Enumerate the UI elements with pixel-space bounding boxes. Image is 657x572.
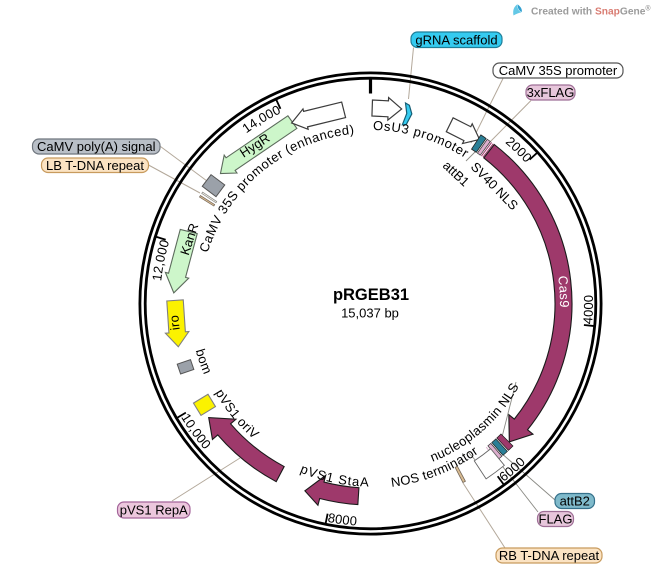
svg-text:3xFLAG: 3xFLAG <box>527 85 575 100</box>
svg-text:RB T-DNA repeat: RB T-DNA repeat <box>499 548 600 563</box>
svg-text:CaMV 35S promoter: CaMV 35S promoter <box>499 63 618 78</box>
svg-text:4000: 4000 <box>580 295 596 325</box>
svg-text:LB T-DNA repeat: LB T-DNA repeat <box>46 158 144 173</box>
svg-text:attB2: attB2 <box>560 494 590 509</box>
svg-text:gRNA scaffold: gRNA scaffold <box>415 32 497 47</box>
svg-text:8000: 8000 <box>327 510 358 529</box>
svg-text:15,037 bp: 15,037 bp <box>341 306 399 321</box>
svg-text:pVS1 RepA: pVS1 RepA <box>120 503 188 518</box>
svg-text:Created with SnapGene®: Created with SnapGene® <box>531 5 651 18</box>
svg-text:FLAG: FLAG <box>539 512 573 527</box>
svg-text:CaMV poly(A) signal: CaMV poly(A) signal <box>37 139 156 154</box>
svg-text:iro: iro <box>166 314 182 331</box>
svg-text:pRGEB31: pRGEB31 <box>333 286 409 304</box>
svg-text:Cas9: Cas9 <box>555 275 572 308</box>
